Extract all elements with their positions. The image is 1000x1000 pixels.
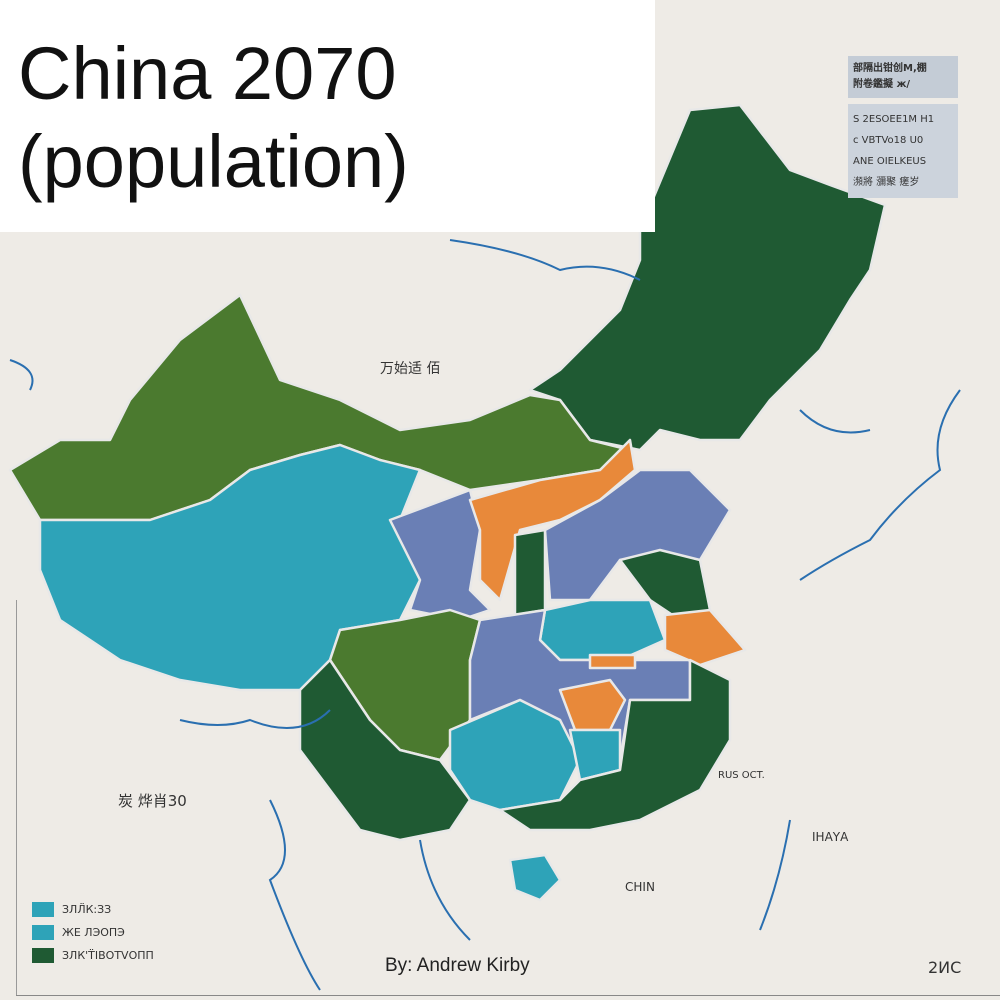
title-box: China 2070 (population) (0, 0, 655, 232)
region-orange-south (558, 678, 627, 732)
map-label: ΙΗΑΥΑ (812, 830, 849, 844)
key-header-line: 部隔出钳创M,棚 (853, 63, 927, 74)
river (449, 239, 641, 281)
legend-item: ЗЛК'Т̈ІВОТVОПП (32, 948, 154, 963)
byline: By: Andrew Kirby (385, 955, 530, 976)
key-row: S 2ESOEE1M H1 (853, 114, 935, 125)
river (799, 409, 871, 434)
region-anhui (663, 608, 747, 667)
river (419, 839, 471, 941)
key-row: 瀕將 瀰聚 瘥岁 (853, 177, 920, 188)
legend-swatch (32, 948, 54, 963)
legend-item: ЗЛЛ̈К:ЗЗ (32, 902, 154, 917)
legend: ЗЛЛ̈К:ЗЗ ЖЕ ЛЭОПЭ ЗЛК'Т̈ІВОТVОПП (32, 902, 154, 971)
key-header-line: 附卷鑑擬 ж/ (853, 79, 911, 90)
key-body: S 2ESOEE1M H1 ϲ VBTVo18 U0 ANE OIELKEUS … (848, 104, 958, 198)
region-northeast (528, 103, 887, 452)
region-yunnan (298, 658, 472, 842)
legend-label: ЗЛК'Т̈ІВОТVОПП (62, 949, 154, 962)
title-line-1: China 2070 (18, 32, 397, 115)
region-hubei (538, 598, 667, 662)
title-line-2: (population) (18, 120, 409, 203)
river (179, 709, 331, 729)
key-row: ϲ VBTVo18 U0 (853, 135, 924, 146)
legend-swatch (32, 902, 54, 917)
map-title: China 2070 (population) (18, 30, 409, 206)
map-label: 炭 烨肖30 (118, 792, 187, 810)
key-row: ANE OIELKEUS (853, 156, 927, 167)
legend-swatch (32, 925, 54, 940)
region-orange-small (588, 653, 637, 670)
map-label: RUS OCT. (718, 770, 765, 781)
key-box: 部隔出钳创M,棚 附卷鑑擬 ж/ S 2ESOEE1M H1 ϲ VBTVo18… (848, 56, 958, 198)
legend-item: ЖЕ ЛЭОПЭ (32, 925, 154, 940)
map-label: 万始适 佰 (380, 361, 441, 377)
legend-label: ЖЕ ЛЭОПЭ (62, 926, 125, 939)
frame-line (16, 995, 1000, 996)
map-label: CHIN (625, 880, 655, 894)
river (9, 359, 34, 391)
river (759, 819, 791, 931)
region-southeast (498, 658, 732, 832)
river (799, 389, 961, 581)
river (268, 799, 321, 991)
frame-line (16, 600, 17, 996)
region-central-green (513, 528, 547, 617)
region-hainan (508, 853, 562, 902)
legend-label: ЗЛЛ̈К:ЗЗ (62, 903, 112, 916)
map-label: 2ИС (928, 958, 962, 977)
key-header: 部隔出钳创M,棚 附卷鑑擬 ж/ (848, 56, 958, 98)
